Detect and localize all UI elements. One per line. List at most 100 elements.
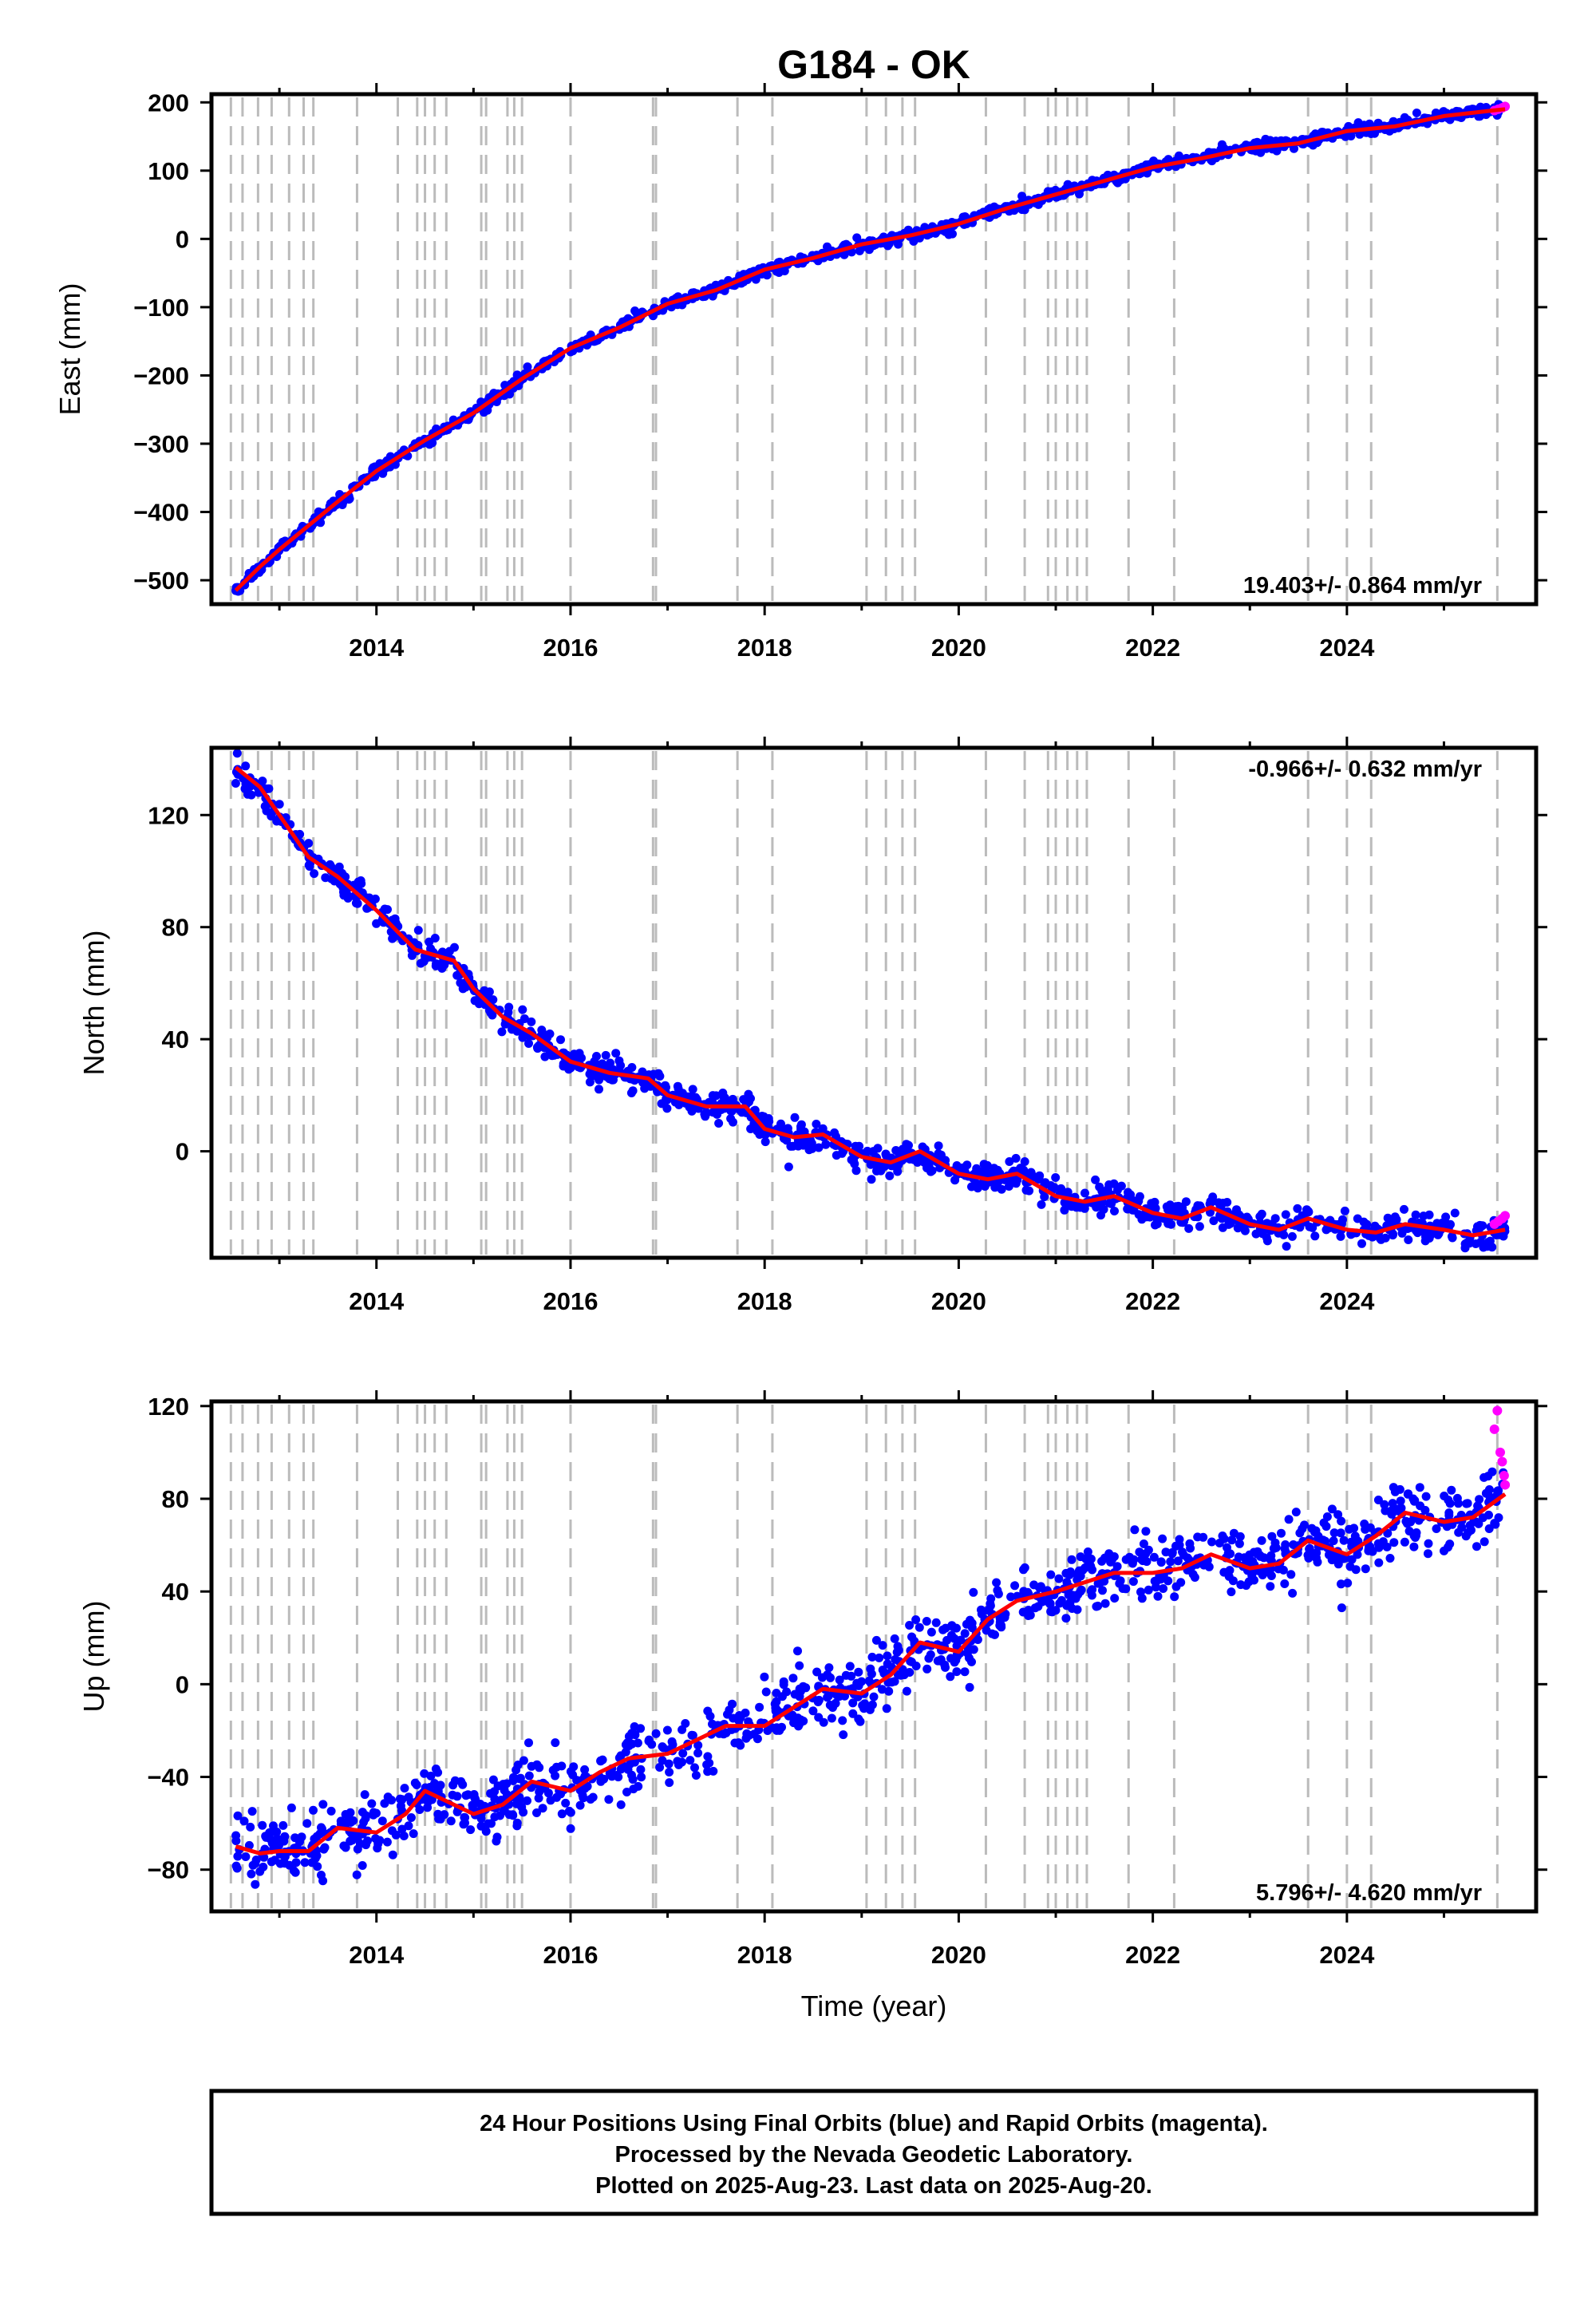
final-orbit-point	[771, 1706, 780, 1716]
final-orbit-point	[1400, 1204, 1408, 1214]
final-orbit-point	[1411, 1210, 1420, 1219]
final-orbit-point	[1462, 1499, 1472, 1508]
final-orbit-point	[1400, 1537, 1409, 1547]
final-orbit-point	[1281, 1210, 1290, 1219]
final-orbit-point	[247, 1807, 257, 1816]
final-orbit-point	[566, 1824, 575, 1833]
rapid-orbit-point	[1500, 1211, 1511, 1221]
rapid-orbit-point	[1489, 1424, 1499, 1434]
final-orbit-point	[1258, 1571, 1267, 1579]
final-orbit-point	[907, 1632, 916, 1642]
final-orbit-point	[595, 1085, 603, 1094]
y-tick-label: −300	[133, 430, 189, 458]
final-orbit-point	[1163, 1219, 1173, 1228]
final-orbit-point	[783, 1124, 792, 1133]
final-orbit-point	[450, 1776, 460, 1785]
final-orbit-point	[915, 1622, 924, 1632]
final-orbit-point	[654, 1069, 663, 1078]
final-orbit-point	[426, 944, 436, 954]
x-tick-label: 2016	[543, 634, 598, 662]
final-orbit-point	[557, 1809, 567, 1819]
final-orbit-point	[436, 1814, 445, 1824]
final-orbit-point	[233, 1811, 243, 1820]
final-orbit-point	[793, 1646, 802, 1656]
final-orbit-point	[540, 1052, 550, 1061]
final-orbit-point	[556, 1035, 565, 1045]
final-orbit-point	[523, 1796, 531, 1805]
x-tick-label: 2020	[931, 1941, 986, 1969]
final-orbit-point	[290, 1833, 300, 1843]
final-orbit-point	[1314, 1534, 1322, 1543]
final-orbit-point	[1272, 146, 1282, 156]
final-orbit-point	[258, 777, 267, 786]
final-orbit-point	[616, 1751, 626, 1761]
final-orbit-point	[1175, 1535, 1184, 1544]
final-orbit-point	[734, 1738, 743, 1748]
final-orbit-point	[1424, 1549, 1432, 1559]
final-orbit-point	[966, 1615, 974, 1625]
final-orbit-point	[1020, 1157, 1029, 1166]
final-orbit-point	[969, 1587, 978, 1597]
y-tick-label: 80	[162, 1485, 189, 1513]
final-orbit-point	[242, 780, 251, 789]
final-orbit-point	[304, 860, 314, 870]
final-orbit-point	[1025, 1611, 1035, 1620]
final-orbit-point	[1445, 1539, 1455, 1549]
final-orbit-point	[1017, 192, 1027, 201]
final-orbit-point	[452, 1807, 462, 1816]
final-orbit-point	[371, 1834, 381, 1844]
final-orbit-point	[762, 271, 772, 280]
final-orbit-point	[321, 873, 330, 883]
final-orbit-point	[302, 1819, 312, 1828]
final-orbit-point	[1454, 1528, 1464, 1537]
final-orbit-point	[1110, 1207, 1119, 1215]
final-orbit-point	[395, 1794, 405, 1804]
final-orbit-point	[373, 1844, 382, 1853]
final-orbit-point	[1300, 1520, 1309, 1530]
final-orbit-point	[926, 1650, 935, 1659]
final-orbit-point	[512, 1821, 522, 1831]
footer-line-2: Processed by the Nevada Geodetic Laborat…	[615, 2142, 1133, 2168]
final-orbit-point	[631, 308, 641, 318]
final-orbit-point	[869, 1692, 879, 1701]
final-orbit-point	[852, 1678, 862, 1688]
plot-frame	[209, 745, 1539, 1260]
final-orbit-point	[580, 1784, 590, 1793]
final-orbit-point	[361, 1839, 371, 1848]
final-orbit-point	[1392, 1215, 1401, 1224]
final-orbit-point	[566, 1808, 575, 1817]
final-orbit-point	[1266, 1551, 1276, 1560]
final-orbit-point	[1279, 1230, 1289, 1239]
final-orbit-point	[1420, 1505, 1430, 1515]
final-orbit-point	[1441, 1212, 1451, 1222]
final-orbit-point	[578, 1790, 587, 1800]
final-orbit-point	[1412, 109, 1421, 117]
final-orbit-point	[1440, 1492, 1449, 1500]
final-orbit-point	[1385, 1554, 1395, 1563]
final-orbit-point	[845, 1662, 855, 1671]
final-orbit-point	[247, 790, 256, 800]
final-orbit-point	[960, 1667, 970, 1677]
final-orbit-point	[470, 1792, 480, 1802]
y-axis-label: Up (mm)	[77, 1601, 110, 1713]
final-orbit-point	[993, 1586, 1002, 1595]
final-orbit-point	[1004, 1182, 1013, 1191]
final-orbit-point	[476, 1800, 485, 1808]
final-orbit-point	[1195, 1222, 1204, 1231]
x-axis-label: Time (year)	[801, 1990, 947, 2022]
final-orbit-point	[535, 1763, 544, 1773]
final-orbit-point	[588, 1792, 598, 1802]
final-orbit-point	[847, 247, 856, 257]
final-orbit-point	[665, 1778, 674, 1788]
final-orbit-point	[918, 1142, 927, 1152]
final-orbit-point	[693, 1741, 703, 1750]
final-orbit-point	[1287, 1231, 1297, 1241]
final-orbit-point	[662, 1725, 672, 1735]
final-orbit-point	[343, 894, 353, 903]
final-orbit-point	[1141, 1527, 1151, 1536]
final-orbit-point	[612, 1771, 622, 1780]
y-tick-label: 0	[176, 225, 189, 253]
final-orbit-point	[894, 1160, 903, 1170]
final-orbit-point	[1420, 1236, 1430, 1246]
final-orbit-point	[790, 1113, 800, 1122]
